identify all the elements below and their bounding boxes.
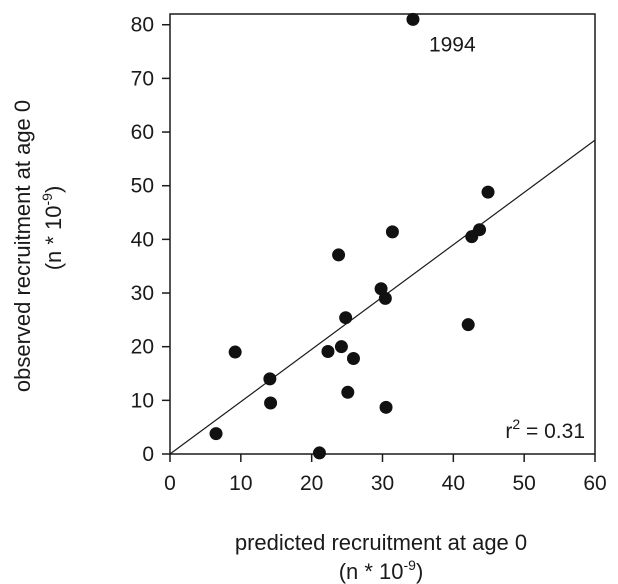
x-tick-label: 10 (229, 472, 252, 495)
y-tick-label: 0 (142, 443, 154, 466)
point-annotation: 1994 (429, 33, 476, 56)
data-point (461, 318, 475, 332)
y-unit-exponent: -9 (39, 193, 55, 206)
data-point (378, 291, 392, 305)
x-tick-label: 50 (512, 472, 535, 495)
data-point (346, 351, 360, 365)
data-point (379, 400, 393, 414)
r-squared-annotation: r2 = 0.31 (505, 416, 585, 443)
x-tick-label: 40 (442, 472, 465, 495)
x-tick-label: 0 (164, 472, 176, 495)
data-point (209, 427, 223, 441)
x-tick-label: 20 (300, 472, 323, 495)
y-tick-label: 30 (131, 282, 154, 305)
data-point (312, 446, 326, 460)
y-unit-base: (n * 10 (41, 205, 66, 270)
data-point (339, 311, 353, 325)
x-unit-base: (n * 10 (339, 559, 404, 584)
data-point (473, 223, 487, 237)
x-unit-exponent: -9 (404, 557, 417, 573)
r2-value: = 0.31 (520, 420, 585, 443)
y-unit-end: ) (41, 186, 66, 193)
data-point (332, 248, 346, 262)
data-point (321, 345, 335, 359)
x-tick-label: 30 (371, 472, 394, 495)
y-tick-label: 50 (131, 175, 154, 198)
y-tick-label: 80 (131, 14, 154, 37)
data-point (264, 396, 278, 410)
point-labels: 1994 (429, 33, 476, 56)
x-tick-label: 60 (583, 472, 606, 495)
y-tick-label: 70 (131, 67, 154, 90)
plot-frame (169, 13, 596, 455)
data-point (341, 385, 355, 399)
data-point (228, 345, 242, 359)
data-point (263, 372, 277, 386)
y-tick-label: 40 (131, 228, 154, 251)
y-axis-unit: (n * 10-9) (39, 186, 66, 271)
y-tick-label: 60 (131, 121, 154, 144)
y-tick-label: 20 (131, 336, 154, 359)
data-points (209, 12, 495, 460)
y-axis-unit-group: (n * 10-9) (39, 186, 66, 271)
r2-exponent: 2 (512, 416, 520, 432)
data-point (334, 340, 348, 354)
x-axis-unit: (n * 10-9) (339, 557, 424, 584)
y-axis-label: observed recruitment at age 0 (10, 100, 35, 392)
x-unit-end: ) (416, 559, 423, 584)
data-point (481, 185, 495, 199)
y-tick-label: 10 (131, 389, 154, 412)
y-axis-label-group: observed recruitment at age 0 (10, 100, 35, 392)
data-point (385, 225, 399, 239)
x-axis-label: predicted recruitment at age 0 (235, 530, 527, 555)
y-axis-ticks: 0 10 20 30 40 50 60 70 80 (131, 14, 170, 466)
r2-base: r (505, 420, 512, 443)
x-axis-ticks: 0 10 20 30 40 50 60 (164, 454, 607, 495)
data-point (406, 12, 420, 26)
